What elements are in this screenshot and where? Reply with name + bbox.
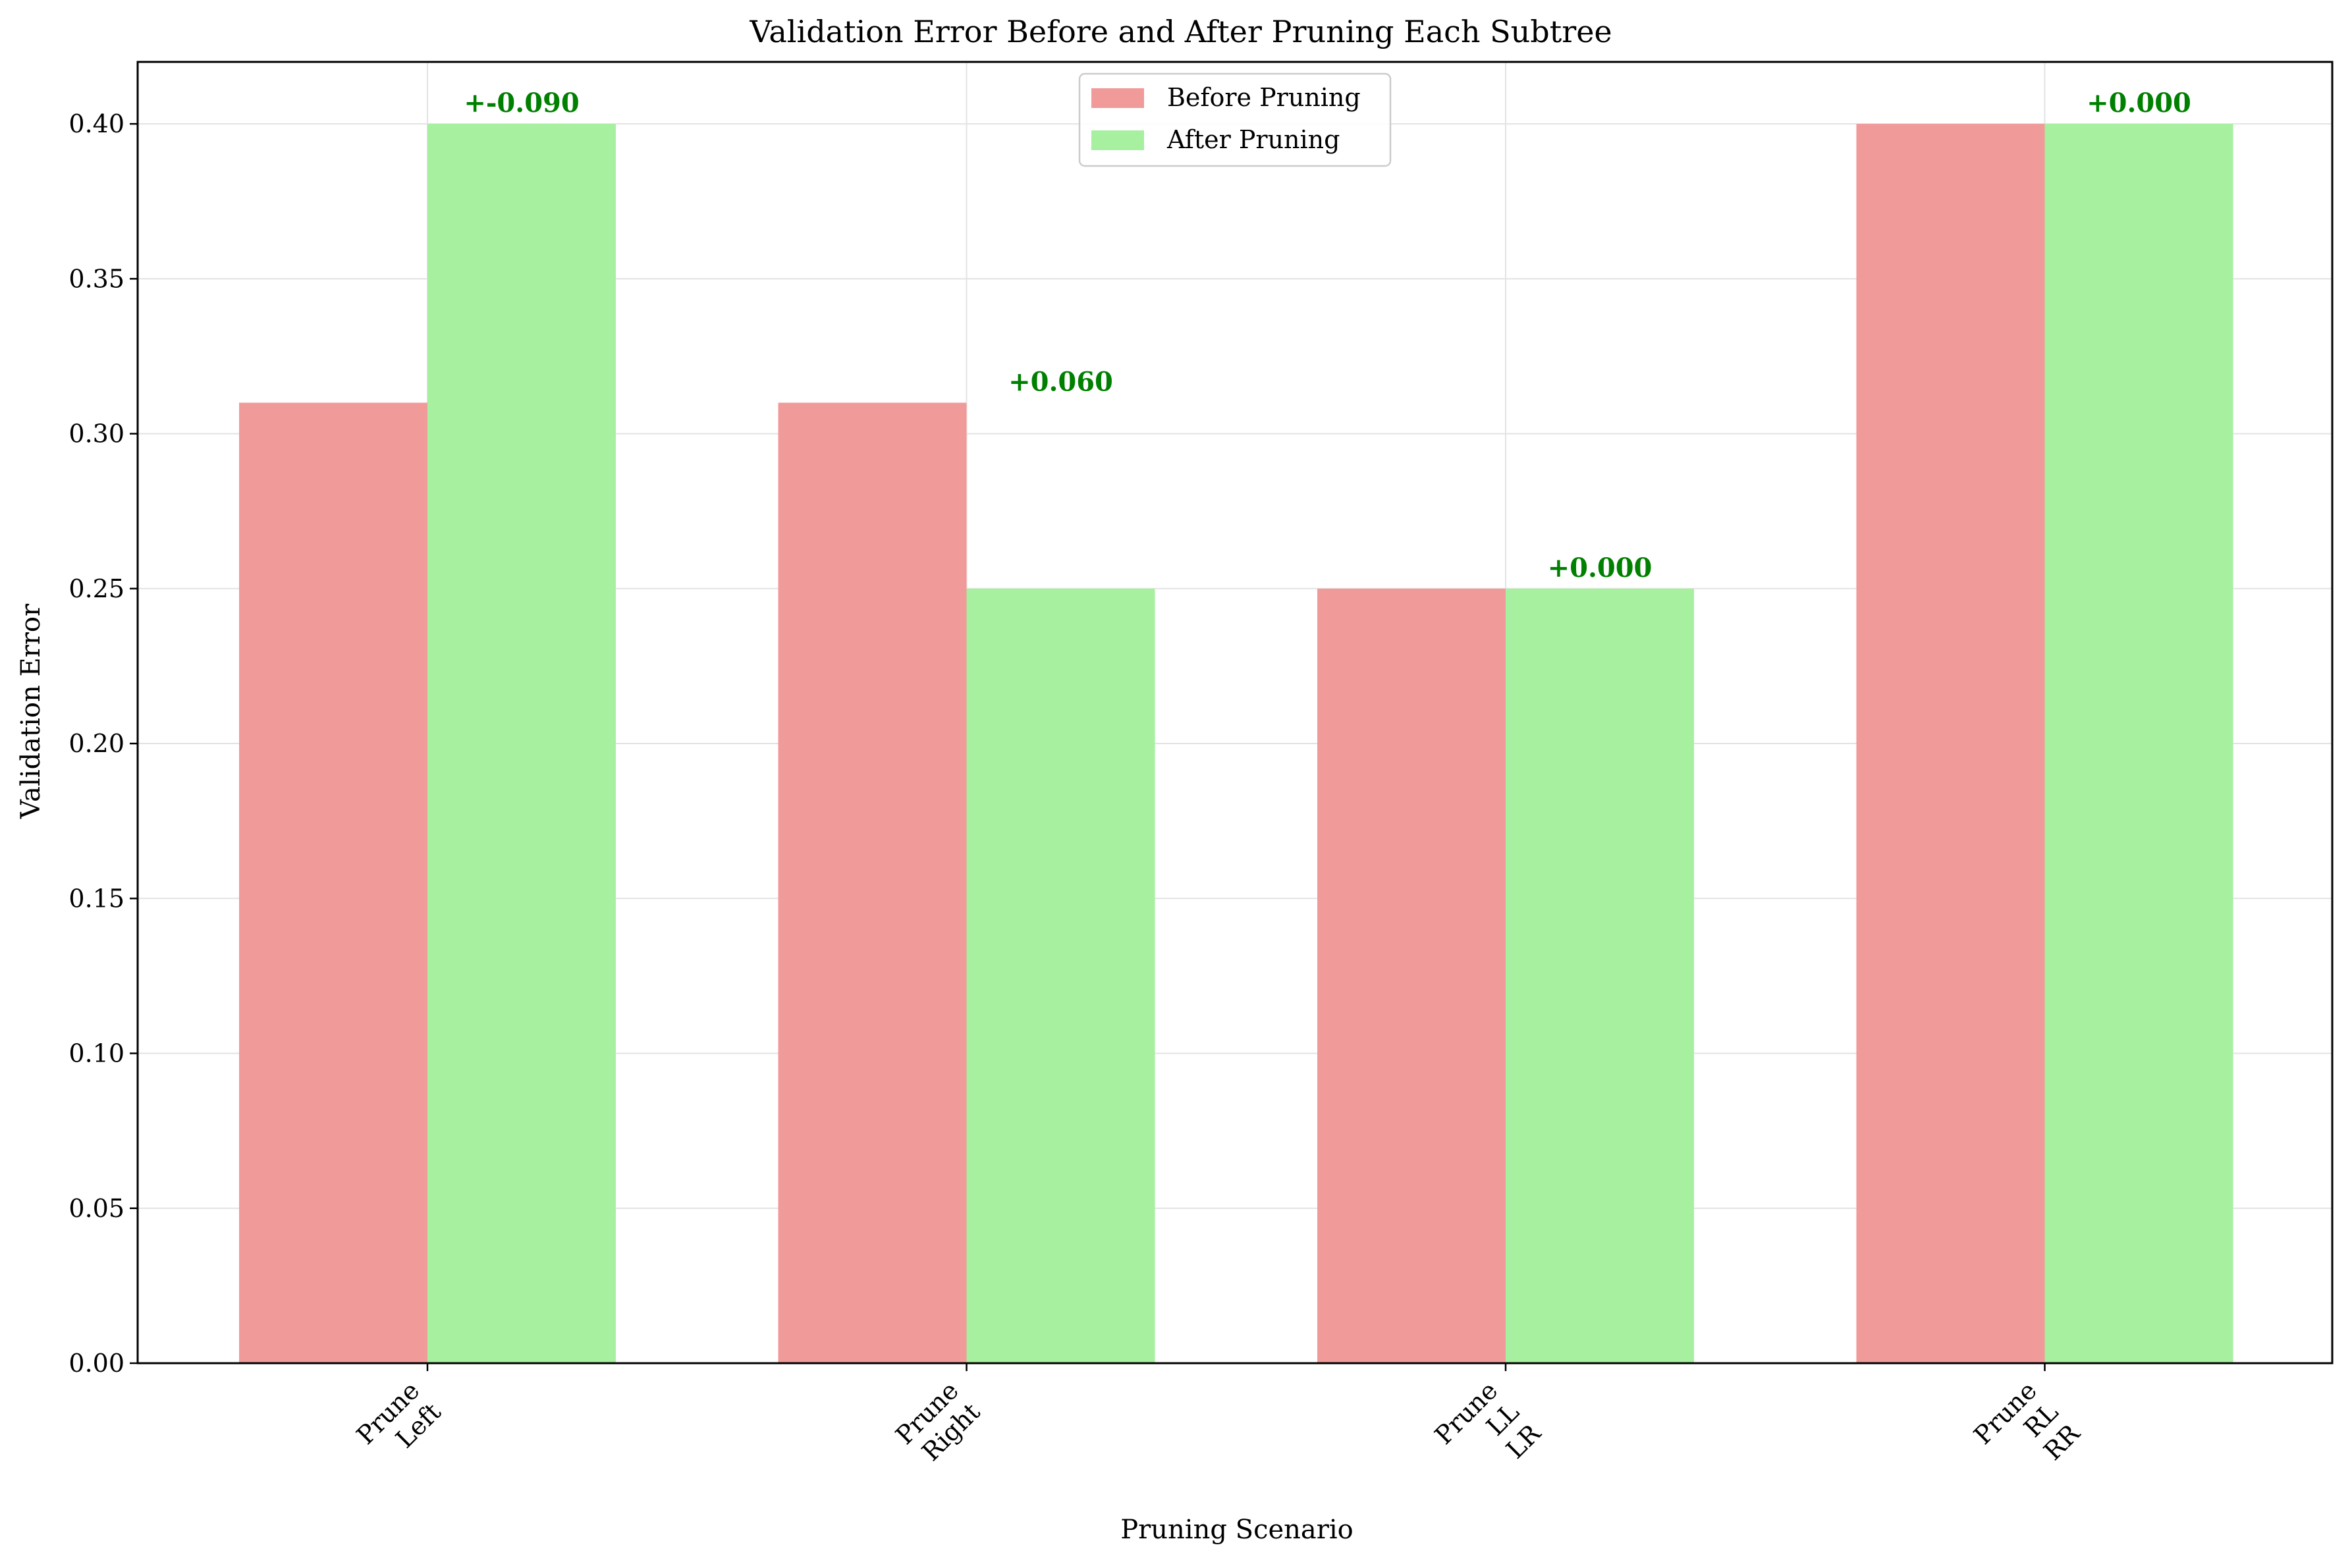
y-tick-label: 0.40 [68, 109, 124, 138]
y-axis-title: Validation Error [16, 603, 46, 819]
y-tick-label: 0.30 [68, 419, 124, 448]
difference-annotation: +0.060 [1008, 367, 1113, 398]
legend-label: After Pruning [1166, 125, 1340, 154]
y-tick-label: 0.10 [68, 1039, 124, 1068]
y-tick-label: 0.35 [68, 264, 124, 293]
y-tick-label: 0.00 [68, 1349, 124, 1378]
bar-after-pruning [966, 588, 1155, 1363]
y-tick-label: 0.15 [68, 884, 124, 913]
bars [239, 124, 2233, 1364]
legend: Before Pruning After Pruning [1078, 72, 1392, 167]
bar-before-pruning [1317, 588, 1506, 1363]
plot-frame [136, 61, 2334, 1365]
bar-after-pruning [2044, 124, 2233, 1364]
difference-annotation: +0.000 [2087, 88, 2191, 119]
y-tick-label: 0.25 [68, 574, 124, 603]
labels: +-0.090 +0.060 +0.000 +0.000 [464, 88, 2191, 583]
y-tick-label: 0.05 [68, 1194, 124, 1223]
x-axis-title: Pruning Scenario [1120, 1515, 1354, 1545]
bar-after-pruning [427, 124, 616, 1364]
bar-before-pruning [778, 402, 967, 1363]
difference-annotation: +-0.090 [464, 88, 579, 119]
legend-box [1078, 72, 1392, 167]
legend-swatch [1091, 88, 1144, 108]
legend-swatch [1091, 130, 1144, 150]
chart-title: Validation Error Before and After Prunin… [749, 14, 1612, 49]
difference-annotation: +0.000 [1548, 553, 1653, 583]
y-tick-label: 0.20 [68, 729, 124, 758]
bar-before-pruning [1856, 124, 2045, 1364]
legend-label: Before Pruning [1167, 83, 1361, 112]
bar-before-pruning [239, 402, 427, 1363]
bar-after-pruning [1506, 588, 1694, 1363]
